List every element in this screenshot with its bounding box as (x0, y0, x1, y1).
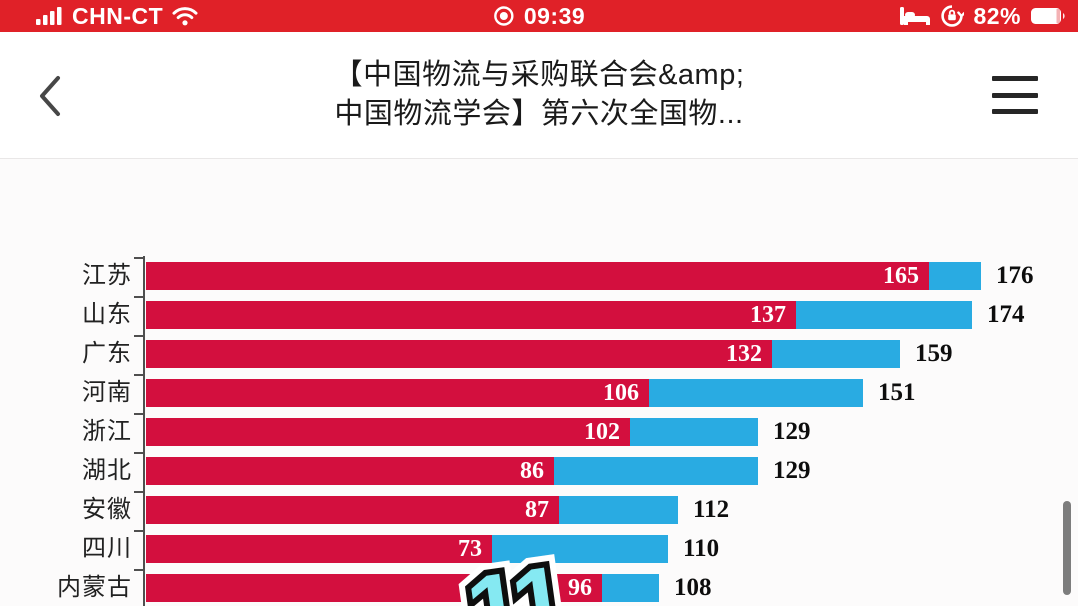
stacked-bar: 137 174 (146, 301, 1025, 329)
page-title-line1: 【中国物流与采购联合会&amp; (333, 59, 745, 91)
stacked-bar: 73 110 (146, 535, 719, 563)
province-label: 安徽 (82, 497, 132, 523)
bar-red-segment: 137 (146, 301, 796, 329)
menu-button[interactable] (992, 76, 1038, 114)
page-title: 【中国物流与采购联合会&amp; 中国物流学会】第六次全国物... (239, 32, 839, 158)
red-value-label: 102 (584, 419, 620, 445)
stacked-bar: 87 112 (146, 496, 729, 524)
bar-blue-segment (772, 340, 900, 368)
bedtime-icon (900, 7, 931, 25)
hamburger-bar (992, 76, 1038, 81)
bar-red-segment: 102 (146, 418, 630, 446)
scrollbar-thumb[interactable] (1063, 501, 1071, 595)
bar-red-segment: 86 (146, 457, 554, 485)
stacked-bar: 86 129 (146, 457, 811, 485)
axis-tick (134, 530, 143, 532)
province-label: 湖北 (82, 458, 132, 484)
red-value-label: 137 (750, 302, 786, 328)
province-label: 四川 (82, 536, 132, 562)
screen-recording-icon (494, 6, 514, 26)
axis-tick (134, 452, 143, 454)
axis-tick (134, 569, 143, 571)
status-time: 09:39 (523, 3, 586, 29)
wifi-icon (172, 6, 198, 25)
battery-icon (1031, 8, 1065, 24)
bar-blue-segment (554, 457, 758, 485)
chart-area: 江苏 165 176 山东 137 174 广东 132 159 河南 106 151 浙江 102 129… (0, 159, 1078, 606)
province-label: 江苏 (82, 263, 132, 289)
red-value-label: 87 (525, 497, 549, 523)
bar-red-segment: 96 (146, 574, 602, 602)
bar-red-segment: 165 (146, 262, 929, 290)
carrier-label: CHN-CT (72, 3, 164, 29)
province-label: 河南 (82, 380, 132, 406)
total-value-label: 151 (878, 379, 916, 406)
stacked-bar: 165 176 (146, 262, 1034, 290)
bar-red-segment: 73 (146, 535, 492, 563)
status-bar-left: CHN-CT (0, 0, 198, 32)
total-value-label: 108 (674, 574, 712, 601)
stacked-bar: 96 108 (146, 574, 712, 602)
total-value-label: 174 (987, 301, 1025, 328)
chart-y-axis (143, 256, 145, 606)
total-value-label: 176 (996, 262, 1034, 289)
hamburger-bar (992, 92, 1038, 98)
red-value-label: 106 (603, 380, 639, 406)
red-value-label: 132 (726, 341, 762, 367)
battery-percent: 82% (973, 3, 1021, 29)
status-bar-right: 82% (899, 0, 1078, 32)
hamburger-bar (992, 109, 1038, 114)
bar-red-segment: 132 (146, 340, 772, 368)
red-value-label: 96 (568, 575, 592, 601)
back-button[interactable] (36, 74, 64, 118)
stacked-bar: 102 129 (146, 418, 811, 446)
axis-tick (134, 335, 143, 337)
bar-blue-segment (630, 418, 758, 446)
province-label: 浙江 (82, 419, 132, 445)
province-label: 山东 (82, 302, 132, 328)
axis-tick (134, 257, 143, 259)
province-label: 内蒙古 (57, 575, 132, 601)
page-header: 【中国物流与采购联合会&amp; 中国物流学会】第六次全国物... (0, 32, 1078, 159)
recording-status[interactable]: 09:39 (493, 0, 585, 32)
bar-blue-segment (559, 496, 678, 524)
red-value-label: 86 (520, 458, 544, 484)
province-label: 广东 (82, 341, 132, 367)
stacked-bar: 132 159 (146, 340, 953, 368)
bar-blue-segment (796, 301, 972, 329)
page-title-line2: 中国物流学会】第六次全国物... (334, 98, 744, 130)
bar-red-segment: 87 (146, 496, 559, 524)
bar-blue-segment (492, 535, 668, 563)
total-value-label: 159 (915, 340, 953, 367)
total-value-label: 129 (773, 457, 811, 484)
stacked-bar: 106 151 (146, 379, 916, 407)
bar-blue-segment (929, 262, 981, 290)
total-value-label: 112 (693, 496, 730, 523)
bar-blue-segment (602, 574, 659, 602)
orientation-lock-icon (941, 5, 965, 27)
total-value-label: 129 (773, 418, 811, 445)
bar-red-segment: 106 (146, 379, 649, 407)
axis-tick (134, 296, 143, 298)
total-value-label: 110 (683, 535, 720, 562)
axis-tick (134, 413, 143, 415)
red-value-label: 73 (458, 536, 482, 562)
signal-strength-icon (36, 7, 62, 25)
bar-blue-segment (649, 379, 863, 407)
axis-tick (134, 491, 143, 493)
red-value-label: 165 (883, 263, 919, 289)
status-bar: CHN-CT 09:39 (0, 0, 1078, 32)
axis-tick (134, 374, 143, 376)
